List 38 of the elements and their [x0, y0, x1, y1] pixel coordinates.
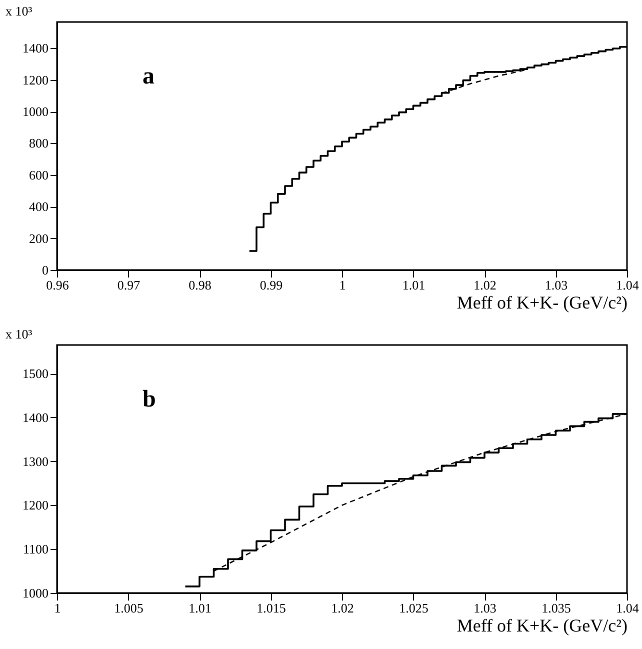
x-tick-label: 1.01 — [402, 278, 426, 292]
y-axis-title: x 10³ — [6, 4, 32, 18]
y-tick-label: 1300 — [22, 454, 48, 469]
x-tick-label: 0.98 — [188, 278, 212, 292]
y-axis-title: x 10³ — [6, 326, 32, 342]
annotation: b — [142, 386, 156, 413]
y-tick-label: 1400 — [22, 40, 48, 56]
x-tick-label: 1 — [339, 278, 346, 292]
y-tick-label: 800 — [29, 136, 48, 151]
x-tick-label: 0.97 — [117, 278, 141, 292]
x-tick-label: 1.035 — [542, 600, 571, 616]
y-tick-label: 1500 — [22, 366, 48, 382]
x-tick-label: 1.015 — [256, 600, 286, 616]
y-tick-label: 600 — [29, 167, 48, 182]
y-tick-label: 1100 — [22, 542, 48, 557]
x-tick-label: 1.03 — [474, 600, 496, 616]
x-tick-label: 1 — [54, 600, 61, 616]
x-tick-label: 1.04 — [616, 278, 640, 292]
x-tick-label: 1.02 — [474, 278, 496, 292]
x-tick-label: 1.025 — [399, 600, 428, 616]
x-axis-title: Meff of K+K- (GeV/c²) — [456, 616, 628, 636]
y-tick-label: 1000 — [22, 104, 48, 120]
y-tick-label: 1000 — [22, 586, 48, 600]
x-tick-label: 1.03 — [544, 278, 568, 292]
annotation: a — [142, 64, 154, 90]
y-tick-label: 200 — [29, 230, 48, 246]
y-tick-label: 1400 — [22, 410, 48, 425]
x-tick-label: 0.96 — [46, 278, 70, 292]
x-tick-label: 1.04 — [616, 600, 640, 616]
y-tick-label: 0 — [42, 262, 48, 278]
x-tick-label: 0.99 — [260, 278, 283, 292]
y-tick-label: 400 — [29, 199, 48, 214]
y-tick-label: 1200 — [22, 498, 48, 513]
y-tick-label: 1200 — [22, 72, 48, 88]
x-tick-label: 1.005 — [114, 600, 144, 616]
x-axis-title: Meff of K+K- (GeV/c²) — [456, 292, 628, 312]
x-tick-label: 1.02 — [331, 600, 354, 616]
x-tick-label: 1.01 — [188, 600, 212, 616]
